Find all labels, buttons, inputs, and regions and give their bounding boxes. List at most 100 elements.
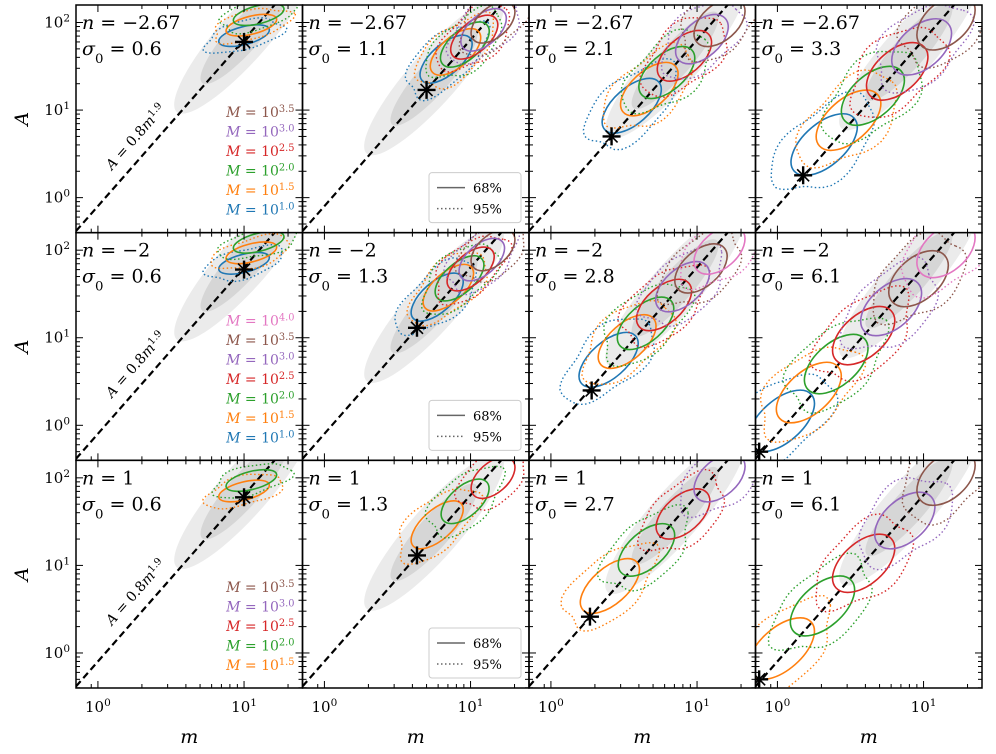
reference-line: [76, 5, 277, 232]
y-tick-label: 100: [44, 415, 70, 434]
contour-95-logM-3.0: [679, 460, 756, 519]
contour-68-logM-2.0: [232, 232, 285, 254]
contour-68-logM-1.0: [601, 77, 663, 134]
star-marker: [602, 127, 621, 146]
contour-68-logM-1.5: [225, 13, 278, 37]
star-marker: [580, 607, 599, 626]
contour-68-logM-1.5: [422, 263, 475, 312]
mass-legend-entry: M = 101.0: [225, 429, 294, 447]
contour-95-logM-2.5: [435, 235, 513, 306]
contour-68-logM-2.0: [232, 5, 285, 27]
contour-95-logM-1.0: [770, 89, 876, 191]
star-marker: [235, 488, 254, 507]
contour-68-logM-1.5: [410, 500, 464, 550]
star-marker: [407, 546, 426, 565]
reference-line: [529, 460, 730, 688]
x-axis-title: m: [407, 726, 425, 748]
contour-95-logM-2.5: [815, 513, 915, 613]
sigma0-label: σ0 = 0.6: [82, 266, 162, 295]
sigma0-label: σ0 = 2.1: [535, 38, 615, 67]
contour-95-logM-1.5: [581, 299, 678, 386]
y-tick-label: 102: [44, 240, 70, 259]
panel-r2-c0: n = 1σ0 = 0.6A = 0.8m1.9M = 103.5M = 103…: [75, 459, 304, 689]
contour-68-logM-3.5: [693, 5, 746, 48]
x-axis-title: m: [860, 726, 878, 748]
contour-68-logM-3.0: [873, 491, 936, 550]
y-tick-label: 101: [44, 100, 70, 119]
n-label: n = −2: [762, 240, 830, 262]
contour-68-logM-1.5: [619, 61, 679, 117]
star-marker: [235, 260, 254, 279]
mass-legend-entry: M = 103.0: [225, 351, 294, 369]
star-marker: [407, 318, 426, 337]
contour-95-logM-1.5: [398, 488, 484, 566]
n-label: n = −2.67: [535, 12, 633, 34]
reference-line: [755, 5, 956, 232]
contour-95-logM-3.0: [445, 5, 521, 66]
confidence-legend: 68%95%: [428, 172, 522, 224]
confidence-legend: 68%95%: [428, 627, 522, 679]
contour-95-logM-3.0: [858, 477, 954, 571]
contour-68-logM-2.5: [656, 29, 713, 82]
contour-95-logM-1.5: [210, 232, 291, 270]
sigma0-label: σ0 = 6.1: [762, 493, 842, 522]
contour-68-logM-3.0: [654, 260, 711, 313]
contour-95-logM-3.0: [839, 255, 940, 350]
contour-95-logM-1.0: [582, 57, 677, 151]
mass-legend-entry: M = 104.0: [225, 312, 294, 330]
n-label: n = −2: [535, 240, 603, 262]
legend-label: 95%: [473, 658, 502, 673]
contour-68-logM-2.0: [440, 478, 490, 525]
n-label: n = −2.67: [309, 12, 407, 34]
contour-95-logM-3.5: [656, 232, 743, 306]
contour-68-logM-1.5: [597, 313, 657, 370]
density-68: [390, 483, 478, 582]
contour-68-logM-3.5: [916, 460, 976, 507]
contour-68-logM-1.0: [755, 389, 816, 453]
density-68: [865, 460, 953, 557]
mass-legend-entry: M = 103.0: [225, 598, 294, 616]
contour-95-logM-2.0: [424, 465, 507, 539]
mass-legend-entry: M = 102.0: [225, 162, 294, 180]
contour-95-logM-1.5: [759, 346, 867, 444]
contour-68-logM-3.0: [693, 460, 746, 503]
legend-label: 95%: [473, 203, 502, 218]
contour-68-logM-2.0: [434, 254, 485, 302]
y-tick-label: 101: [44, 328, 70, 347]
reference-line: [76, 232, 277, 460]
contour-68-logM-3.5: [916, 5, 976, 51]
star-marker: [582, 381, 601, 400]
contour-68-logM-1.5: [775, 361, 842, 424]
contour-68-logM-3.0: [859, 277, 923, 337]
legend-label: 68%: [473, 409, 502, 424]
star-marker: [417, 80, 436, 99]
contour-95-logM-2.0: [211, 462, 296, 499]
sigma0-label: σ0 = 1.3: [309, 493, 389, 522]
star-marker: [235, 32, 254, 51]
reference-line: [755, 460, 956, 688]
y-axis-title: A: [11, 567, 33, 583]
y-tick-label: 102: [44, 468, 70, 487]
contour-68-logM-2.0: [616, 296, 675, 351]
sigma0-label: σ0 = 0.6: [82, 38, 162, 67]
contour-68-logM-1.5: [755, 617, 816, 681]
contour-95-logM-1.0: [394, 257, 478, 337]
sigma0-label: σ0 = 3.3: [762, 38, 842, 67]
contour-68-logM-2.0: [617, 522, 676, 577]
y-tick-label: 100: [44, 188, 70, 207]
density-68: [865, 232, 953, 329]
contour-95-logM-1.5: [560, 541, 661, 633]
contour-95-logM-1.0: [202, 243, 283, 283]
contour-95-logM-1.5: [602, 41, 694, 129]
mass-legend-entry: M = 103.5: [225, 331, 294, 349]
contour-95-logM-2.0: [782, 317, 890, 415]
mass-legend-entry: M = 101.5: [225, 409, 294, 427]
contour-68-logM-3.5: [674, 243, 728, 294]
n-label: n = 1: [82, 467, 134, 489]
contour-95-logM-3.5: [680, 5, 756, 63]
y-tick-label: 102: [44, 13, 70, 32]
y-tick-label: 100: [44, 643, 70, 662]
x-tick-label: 100: [85, 697, 111, 716]
contour-68-logM-2.0: [789, 575, 856, 637]
